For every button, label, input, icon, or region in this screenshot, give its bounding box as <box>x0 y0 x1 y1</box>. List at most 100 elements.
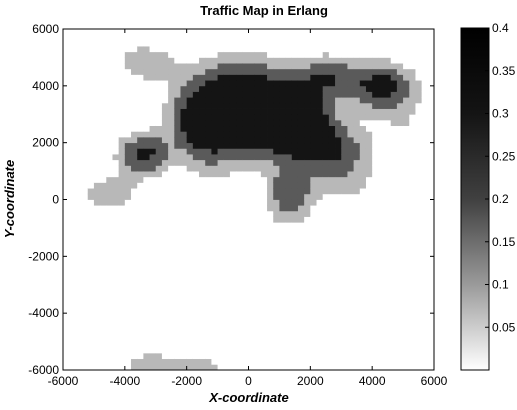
heatmap-cell <box>328 74 336 81</box>
heatmap-cell <box>260 108 268 115</box>
heatmap-cell <box>168 63 175 70</box>
heatmap-cell <box>149 46 157 53</box>
heatmap-cell <box>341 176 348 183</box>
heatmap-cell <box>304 188 311 195</box>
heatmap-cell <box>149 131 157 138</box>
heatmap-cell <box>217 142 225 149</box>
heatmap-cell <box>396 85 404 92</box>
heatmap-cell <box>192 102 200 109</box>
heatmap-cell <box>378 142 385 149</box>
heatmap-cell <box>254 40 262 47</box>
heatmap-cell <box>87 188 95 195</box>
heatmap-cell <box>174 148 181 155</box>
heatmap-cell <box>279 182 286 189</box>
heatmap-cell <box>199 57 206 64</box>
heatmap-cell <box>112 136 120 144</box>
heatmap-cell <box>155 364 163 371</box>
heatmap-cell <box>409 97 416 104</box>
heatmap-cell <box>322 125 330 132</box>
heatmap-cell <box>378 131 385 138</box>
heatmap-cell <box>199 74 206 81</box>
heatmap-cell <box>335 114 342 121</box>
heatmap-cell <box>365 108 373 115</box>
heatmap-cell <box>335 125 342 132</box>
heatmap-cell <box>217 148 225 155</box>
heatmap-cell <box>390 91 398 98</box>
heatmap-cell <box>106 205 113 212</box>
heatmap-cell <box>242 136 249 144</box>
heatmap-cell <box>106 29 113 36</box>
heatmap-cell <box>168 358 175 365</box>
heatmap-cell <box>180 57 188 64</box>
heatmap-cell <box>378 148 385 155</box>
heatmap-cell <box>93 40 101 47</box>
heatmap-cell <box>260 142 268 149</box>
heatmap-cell <box>304 57 311 64</box>
heatmap-cell <box>316 57 324 64</box>
colorbar-tick-label: 0.15 <box>492 235 516 249</box>
heatmap-cell <box>112 193 120 200</box>
heatmap-cell <box>396 125 404 132</box>
heatmap-cell <box>341 91 348 98</box>
heatmap-cell <box>297 57 305 64</box>
heatmap-cell <box>304 97 311 104</box>
heatmap-cell <box>359 148 367 155</box>
heatmap-cell <box>161 159 169 166</box>
heatmap-cell <box>254 142 262 149</box>
heatmap-cell <box>248 154 256 161</box>
heatmap-cell <box>304 91 311 98</box>
heatmap-cell <box>365 119 373 127</box>
heatmap-cell <box>205 40 212 47</box>
heatmap-cell <box>279 136 286 144</box>
heatmap-cell <box>328 142 336 149</box>
heatmap-cell <box>205 136 212 144</box>
heatmap-cell <box>403 148 410 155</box>
heatmap-cell <box>378 182 385 189</box>
heatmap-cell <box>131 51 138 58</box>
heatmap-cell <box>359 188 367 195</box>
heatmap-cell <box>267 159 274 166</box>
heatmap-cell <box>365 68 373 75</box>
heatmap-cell <box>242 80 249 87</box>
heatmap-cell <box>335 165 342 172</box>
heatmap-cell <box>310 68 317 75</box>
heatmap-cell <box>353 148 361 155</box>
heatmap-cell <box>273 108 280 115</box>
heatmap-cell <box>316 131 324 138</box>
heatmap-cell <box>328 102 336 109</box>
heatmap-cell <box>217 68 225 75</box>
heatmap-cell <box>155 46 163 53</box>
heatmap-cell <box>155 165 163 172</box>
heatmap-cell <box>174 171 181 178</box>
heatmap-cell <box>155 51 163 58</box>
heatmap-cell <box>143 136 150 144</box>
heatmap-cell <box>297 108 305 115</box>
heatmap-cell <box>242 159 249 166</box>
heatmap-cell <box>248 176 256 183</box>
y-tick-label: 0 <box>52 193 59 207</box>
heatmap-cell <box>87 34 95 41</box>
heatmap-cell <box>335 182 342 189</box>
heatmap-cell <box>248 131 256 138</box>
heatmap-cell <box>137 347 144 354</box>
heatmap-cell <box>285 188 293 195</box>
heatmap-cell <box>260 91 268 98</box>
heatmap-cell <box>273 222 280 229</box>
heatmap-cell <box>347 74 355 81</box>
heatmap-cell <box>372 176 379 183</box>
heatmap-cell <box>403 142 410 149</box>
heatmap-cell <box>285 85 293 92</box>
heatmap-cell <box>180 91 188 98</box>
heatmap-cell <box>199 51 206 58</box>
heatmap-cell <box>341 68 348 75</box>
heatmap-cell <box>291 154 299 161</box>
heatmap-cell <box>365 154 373 161</box>
heatmap-cell <box>149 80 157 87</box>
heatmap-cell <box>304 102 311 109</box>
heatmap-cell <box>137 154 144 161</box>
heatmap-cell <box>124 46 132 53</box>
heatmap-cell <box>81 199 89 206</box>
heatmap-cell <box>353 131 361 138</box>
heatmap-cell <box>155 358 163 365</box>
heatmap-cell <box>155 347 163 354</box>
